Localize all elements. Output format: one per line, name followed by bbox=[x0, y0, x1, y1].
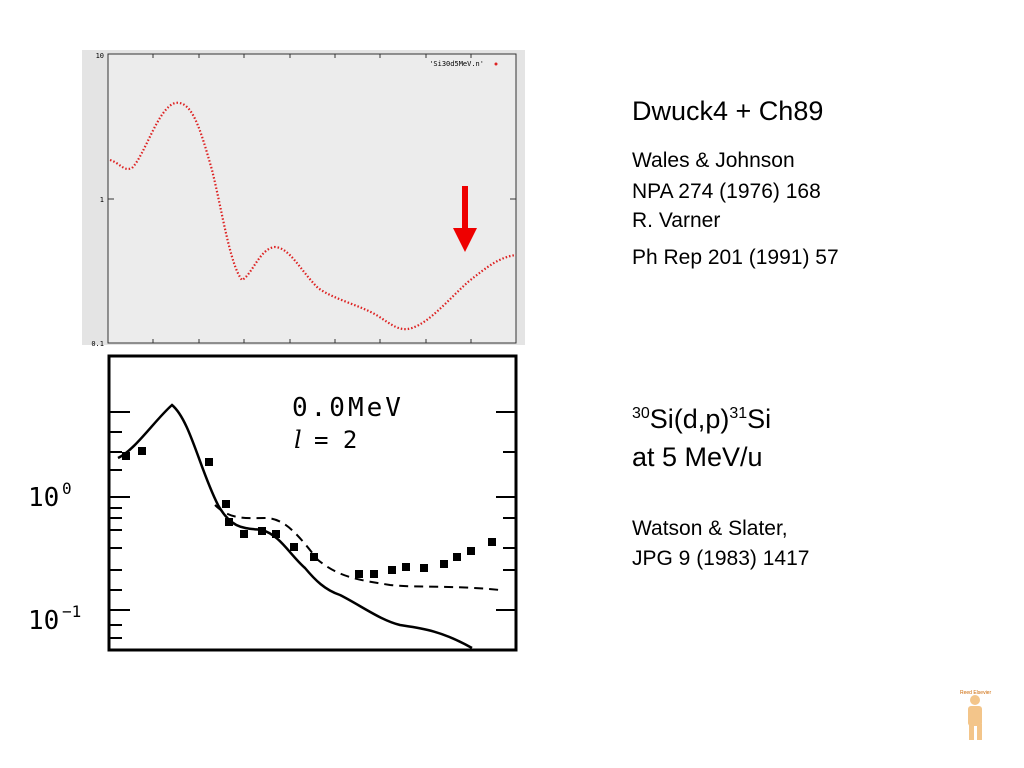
reference: Ph Rep 201 (1991) 57 bbox=[632, 246, 839, 269]
y-tick-label: 10 bbox=[96, 52, 104, 60]
l-label: l bbox=[294, 426, 302, 454]
legend-label: 'Si30d5MeV.n' bbox=[429, 60, 484, 68]
mass-number: 31 bbox=[729, 405, 748, 422]
logo-text: Reed Elsevier bbox=[960, 690, 991, 696]
legend-marker bbox=[494, 62, 498, 66]
reaction-text: Si(d,p) bbox=[649, 404, 730, 434]
reaction-text: Si bbox=[747, 404, 772, 434]
y-tick-base: 10 bbox=[28, 606, 59, 636]
bottom-solid-curve bbox=[117, 403, 473, 650]
reference: Watson & Slater, bbox=[632, 517, 788, 540]
reference: NPA 274 (1976) 168 bbox=[632, 180, 821, 203]
reaction: 30Si(d,p)31Si bbox=[632, 404, 771, 435]
arrow-head bbox=[453, 228, 477, 252]
energy-label: 0.0MeV bbox=[292, 393, 404, 423]
reference: Wales & Johnson bbox=[632, 149, 795, 172]
bottom-dashed-curve bbox=[214, 504, 501, 591]
bottom-plot-frame bbox=[107, 354, 518, 652]
bottom-data-points bbox=[122, 447, 496, 578]
y-tick-label: 0.1 bbox=[91, 340, 104, 348]
y-tick-exp: −1 bbox=[62, 602, 81, 621]
reference: R. Varner bbox=[632, 209, 721, 232]
y-tick-exp: 0 bbox=[62, 479, 72, 498]
reaction-energy: at 5 MeV/u bbox=[632, 442, 763, 472]
top-curve bbox=[109, 101, 517, 331]
reference: JPG 9 (1983) 1417 bbox=[632, 547, 810, 570]
y-tick-base: 10 bbox=[28, 483, 59, 513]
logo-figure bbox=[968, 695, 982, 740]
l-value: = 2 bbox=[314, 426, 357, 454]
bottom-ticks bbox=[109, 411, 516, 639]
top-plot-frame bbox=[107, 53, 517, 344]
mass-number: 30 bbox=[632, 405, 650, 422]
arrow-shaft bbox=[462, 186, 468, 230]
title: Dwuck4 + Ch89 bbox=[632, 96, 824, 126]
y-tick-label: 1 bbox=[100, 196, 104, 204]
top-ticks bbox=[108, 54, 516, 343]
